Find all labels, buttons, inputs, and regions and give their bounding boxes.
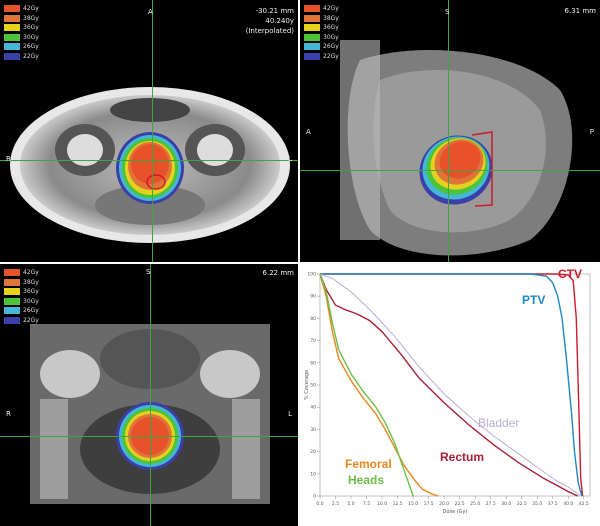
x-tick-label: 0.0 [316,501,323,507]
series-label-ctv: CTV [558,267,582,281]
legend-row: 38Gy [4,278,39,287]
legend-row: 42Gy [4,4,39,13]
y-tick-label: 40 [310,405,316,411]
x-tick-label: 7.5 [363,501,370,507]
x-tick-label: 22.5 [455,501,465,507]
orientation-right: L [288,410,292,418]
dose-value: 40.240y [265,17,294,25]
dose-legend: 42Gy 38Gy 36Gy 30Gy 26Gy 22Gy [4,4,39,61]
x-tick-label: 37.5 [548,501,558,507]
dose-legend: 42Gy 38Gy 36Gy 30Gy 26Gy 22Gy [4,268,39,325]
slice-position: -30.21 mm [255,7,294,15]
series-label-ptv: PTV [522,293,545,307]
slice-position: 6.31 mm [564,7,596,15]
crosshair-horizontal [300,170,600,171]
legend-row: 26Gy [304,42,339,51]
orientation-top: A [148,8,153,16]
y-tick-label: 80 [310,316,316,322]
series-label-heads: Heads [348,473,384,487]
x-tick-label: 35.0 [532,501,542,507]
x-tick-label: 42.5 [579,501,589,507]
orientation-left: R [6,410,11,418]
x-tick-label: 40.0 [563,501,573,507]
y-tick-label: 20 [310,449,316,455]
x-axis-label: Dose (Gy) [443,509,468,515]
x-tick-label: 17.5 [424,501,434,507]
legend-row: 22Gy [4,52,39,61]
dvh-line-bladder-2 [319,273,581,497]
y-axis-label: % Coverage [304,370,310,400]
orientation-top: S [146,268,151,276]
legend-row: 38Gy [4,14,39,23]
y-tick-label: 100 [307,272,316,278]
dvh-line-rectum-3 [319,273,578,497]
series-label-rectum: Rectum [440,450,484,464]
legend-row: 30Gy [304,33,339,42]
slice-position: 6.22 mm [262,269,294,277]
slice-readout: -30.21 mm 40.240y (Interpolated) [246,6,294,36]
x-tick-label: 5.0 [347,501,354,507]
x-tick-label: 25.0 [470,501,480,507]
x-tick-label: 32.5 [517,501,527,507]
orientation-top: S [445,8,450,16]
dvh-line-ctv-0 [320,273,584,497]
dose-legend: 42Gy 38Gy 36Gy 30Gy 26Gy 22Gy [304,4,339,61]
axial-view-panel[interactable]: 42Gy 38Gy 36Gy 30Gy 26Gy 22Gy A R L -30.… [0,0,298,262]
legend-row: 36Gy [4,287,39,296]
legend-row: 42Gy [4,268,39,277]
x-tick-label: 20.0 [439,501,449,507]
legend-row: 38Gy [304,14,339,23]
legend-row: 26Gy [4,306,39,315]
orientation-left: R [6,155,11,163]
x-tick-label: 2.5 [332,501,339,507]
crosshair-horizontal [0,160,298,161]
x-tick-label: 30.0 [501,501,511,507]
legend-row: 22Gy [304,52,339,61]
dvh-axes: 0.0 2.5 5.0 7.5 10.0 12.5 15.0 17.5 20.0 22.5 25.0… [304,272,591,515]
axial-image [10,87,290,243]
legend-row: 30Gy [4,297,39,306]
dvh-line-femoral-heads-4 [319,273,439,497]
coronal-image [30,324,270,504]
orientation-right: P [589,128,594,136]
legend-row: 22Gy [4,316,39,325]
slice-readout: 6.22 mm [263,268,294,278]
series-label-bladder: Bladder [478,416,519,430]
y-tick-label: 30 [310,427,316,433]
y-tick-label: 60 [310,360,316,366]
y-tick-label: 50 [310,383,316,389]
y-tick-label: 90 [310,294,316,300]
legend-row: 36Gy [304,23,339,32]
x-tick-label: 10.0 [377,501,387,507]
sagittal-view-panel[interactable]: 42Gy 38Gy 36Gy 30Gy 26Gy 22Gy S A P 6.31… [300,0,600,262]
x-tick-label: 15.0 [408,501,418,507]
dvh-chart-panel: 0.0 2.5 5.0 7.5 10.0 12.5 15.0 17.5 20.0 22.5 25.0… [300,264,600,526]
series-label-femoral: Femoral [345,457,392,471]
legend-row: 26Gy [4,42,39,51]
y-tick-label: 70 [310,338,316,344]
crosshair-horizontal [0,436,298,437]
coronal-view-panel[interactable]: 42Gy 38Gy 36Gy 30Gy 26Gy 22Gy S R L 6.22… [0,264,298,526]
crosshair-vertical [448,0,449,262]
orientation-left: A [306,128,311,136]
x-tick-label: 12.5 [393,501,403,507]
x-tick-label: 27.5 [486,501,496,507]
legend-row: 30Gy [4,33,39,42]
dvh-line-femoral-heads-5 [319,273,414,497]
crosshair-vertical [152,0,153,262]
dvh-chart: 0.0 2.5 5.0 7.5 10.0 12.5 15.0 17.5 20.0 22.5 25.0… [304,267,591,515]
crosshair-vertical [150,264,151,526]
sagittal-image [340,40,573,256]
slice-readout: 6.31 mm [565,6,596,16]
legend-row: 42Gy [304,4,339,13]
y-tick-label: 0 [313,494,316,500]
interpolation-note: (Interpolated) [245,27,294,35]
dvh-line-ptv-1 [320,273,583,497]
orientation-right: L [288,155,292,163]
y-tick-label: 10 [310,471,316,477]
dvh-series [319,273,584,497]
legend-row: 36Gy [4,23,39,32]
